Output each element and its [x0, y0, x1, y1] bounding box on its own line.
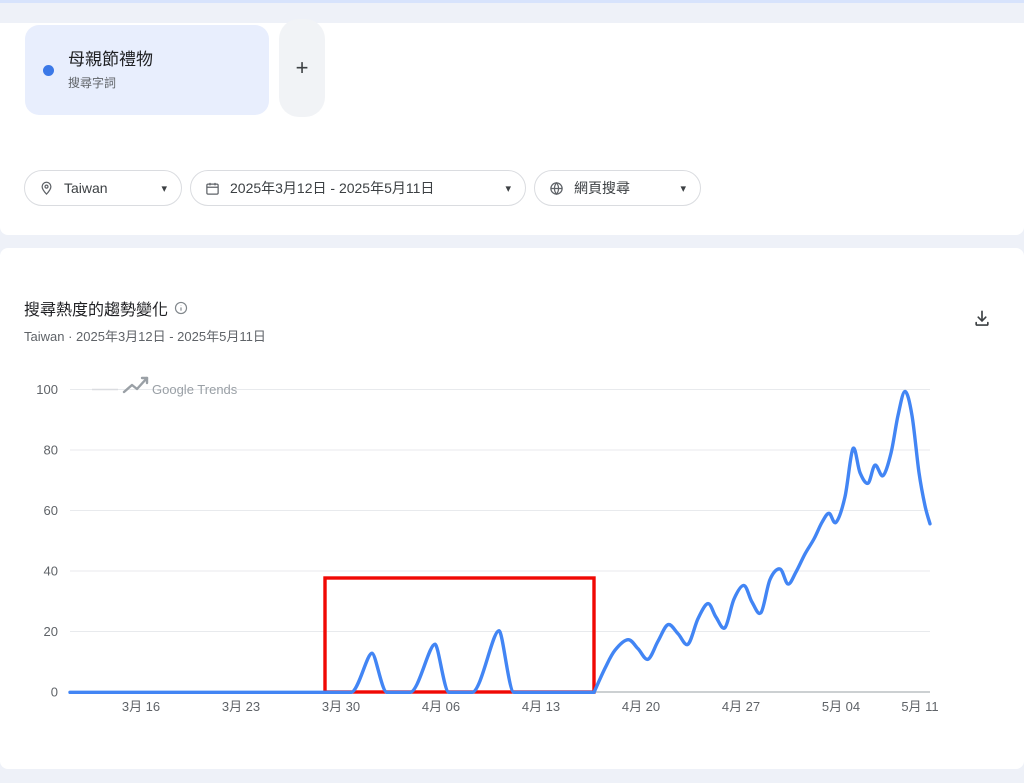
- svg-text:100: 100: [36, 382, 58, 397]
- svg-text:40: 40: [44, 564, 58, 579]
- svg-text:4月 13: 4月 13: [522, 699, 560, 714]
- svg-text:5月 11: 5月 11: [901, 699, 938, 714]
- svg-text:4月 27: 4月 27: [722, 699, 760, 714]
- svg-text:80: 80: [44, 443, 58, 458]
- svg-text:60: 60: [44, 503, 58, 518]
- svg-text:3月 30: 3月 30: [322, 699, 360, 714]
- svg-text:20: 20: [44, 624, 58, 639]
- svg-text:Google Trends: Google Trends: [152, 382, 238, 397]
- svg-text:3月 23: 3月 23: [222, 699, 260, 714]
- svg-text:3月 16: 3月 16: [122, 699, 160, 714]
- svg-text:0: 0: [51, 685, 58, 700]
- svg-text:4月 06: 4月 06: [422, 699, 460, 714]
- svg-text:5月 04: 5月 04: [822, 699, 860, 714]
- svg-text:4月 20: 4月 20: [622, 699, 660, 714]
